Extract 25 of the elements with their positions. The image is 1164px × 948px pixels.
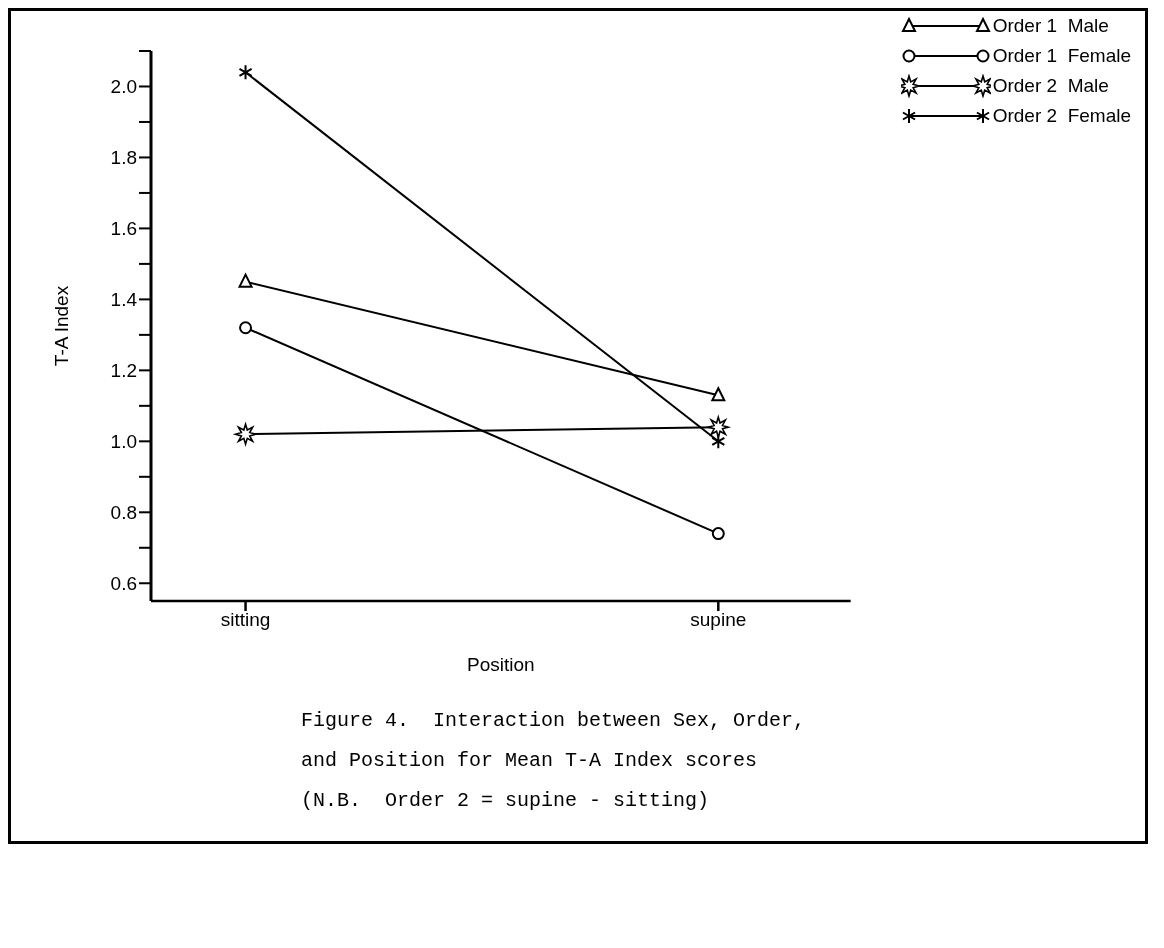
text: and Position for Mean T-A Index scores <box>301 748 759 774</box>
point <box>711 433 726 450</box>
point <box>238 64 253 81</box>
point <box>711 527 725 541</box>
y-tick-label: 0.8 <box>110 502 137 524</box>
point <box>234 423 257 446</box>
y-tick-label: 1.4 <box>110 289 138 311</box>
legend-label: Order 1 Male <box>992 15 1109 37</box>
y-tick-label: 1.8 <box>110 147 137 169</box>
point <box>239 321 253 335</box>
point <box>707 416 730 438</box>
x-tick-label: supine <box>690 609 747 631</box>
text: (N.B. Order 2 = supine - sitting) <box>301 788 711 814</box>
caption: Figure 4. Interaction between Sex, Order, <box>301 708 807 734</box>
y-tick-label: 1.0 <box>110 431 137 453</box>
y-tick-label: 1.2 <box>110 360 137 382</box>
x-axis-title: Position <box>467 654 535 675</box>
y-tick-label: 0.6 <box>110 573 137 594</box>
legend-label: Order 2 Male <box>992 75 1109 97</box>
legend-label: Order 2 Female <box>992 105 1131 127</box>
y-axis-title: T-A Index <box>50 285 72 367</box>
y-tick-label: 2.0 <box>110 76 137 98</box>
legend-label: Order 1 Female <box>992 45 1131 67</box>
x-tick-label: sitting <box>220 609 271 631</box>
y-tick-label: 1.6 <box>110 218 137 240</box>
